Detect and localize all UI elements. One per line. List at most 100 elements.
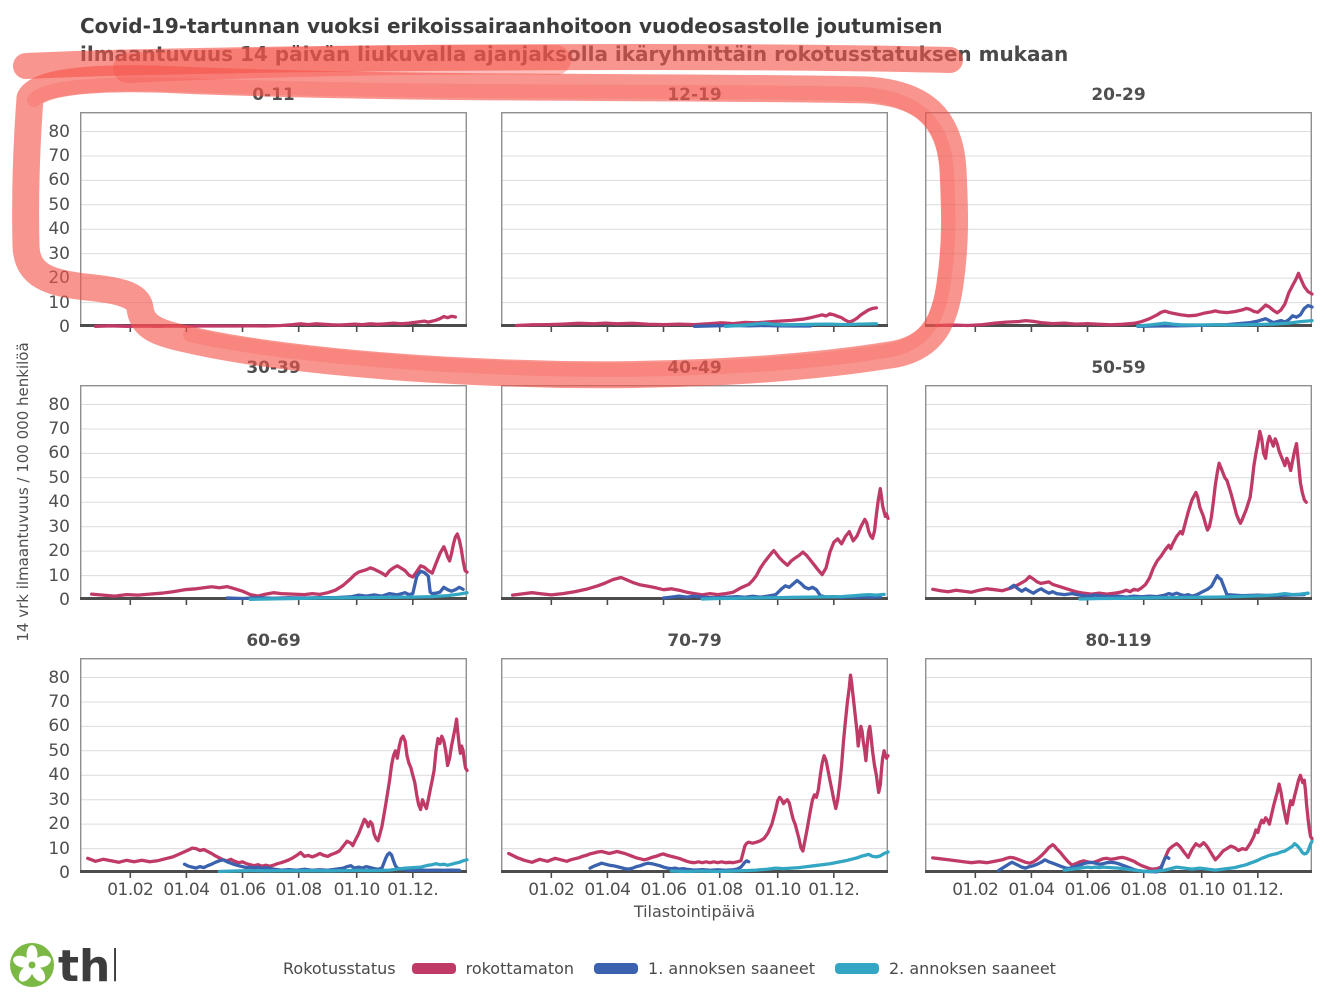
series-rokottamaton (89, 532, 469, 598)
y-tick-label: 60 (48, 443, 70, 464)
series-annos2 (1078, 591, 1310, 601)
legend-label-2: 1. annoksen saaneet (648, 959, 815, 978)
x-tick-label: 01.06 (640, 880, 687, 900)
panel-border (500, 384, 889, 601)
panel-title-0-11: 0-11 (252, 85, 295, 105)
panel-border (924, 111, 1313, 328)
chart-panel-20-29 (924, 111, 1314, 332)
panel-title-60-69: 60-69 (246, 631, 301, 651)
chart-panel-30-39 (79, 384, 469, 605)
y-tick-label: 0 (59, 590, 70, 610)
panel-border (79, 111, 468, 328)
series-rokottamaton (86, 717, 469, 868)
y-tick-label: 50 (48, 740, 70, 761)
series-rokottamaton (93, 314, 458, 328)
page-title-line1: Covid-19-tartunnan vuoksi erikoissairaan… (80, 14, 943, 38)
x-tick-label: 01.04 (163, 880, 210, 900)
series-rokottamaton (934, 271, 1314, 328)
x-tick-label: 01.08 (696, 880, 744, 900)
x-axis-label: Tilastointipäivä (633, 902, 756, 921)
x-tick-label: 01.10 (333, 880, 381, 900)
legend-title: Rokotusstatus (283, 959, 396, 978)
y-tick-label: 60 (48, 170, 70, 191)
chart-panel-50-59 (924, 384, 1313, 605)
x-tick-label: 01.04 (584, 880, 631, 900)
series-annos2 (669, 850, 890, 874)
legend-items: rokottamaton 1. annoksen saaneet 2. annoks… (411, 959, 1056, 978)
y-tick-label: 20 (48, 268, 70, 289)
y-tick-label: 40 (48, 492, 70, 513)
panel-title-20-29: 20-29 (1091, 85, 1146, 105)
legend-item-2: 1. annoksen saaneet (594, 959, 815, 978)
y-tick-label: 10 (48, 838, 70, 859)
x-tick-label: 01.10 (754, 880, 802, 900)
x-tick-label: 01.08 (275, 880, 323, 900)
y-tick-label: 50 (48, 194, 70, 215)
series-rokottamaton (931, 773, 1314, 871)
series-annos2 (1062, 839, 1314, 874)
thl-logo-text: thl (58, 941, 116, 992)
y-tick-label: 70 (48, 145, 70, 166)
panel-title-80-119: 80-119 (1085, 631, 1152, 651)
legend: Rokotusstatus rokottamaton 1. annoksen sa… (283, 959, 1056, 978)
panel-title-30-39: 30-39 (246, 358, 301, 378)
legend-swatch-2 (594, 963, 639, 974)
x-tick-label: 01.12. (387, 880, 439, 900)
y-tick-label: 60 (48, 716, 70, 737)
x-tick-label: 01.06 (219, 880, 266, 900)
y-tick-label: 40 (48, 765, 70, 786)
series-annos2 (1136, 318, 1314, 328)
legend-swatch-1 (411, 963, 456, 974)
series-rokottamaton (931, 429, 1308, 596)
thl-flower-icon (10, 943, 54, 987)
chart-panel-80-119 (924, 657, 1314, 878)
x-tick-label: 01.02 (528, 880, 575, 900)
panel-border (924, 384, 1313, 601)
x-tick-label: 01.02 (107, 880, 154, 900)
y-tick-label: 30 (48, 243, 70, 264)
panel-title-12-19: 12-19 (667, 85, 722, 105)
legend-swatch-3 (835, 963, 879, 974)
series-annos2 (700, 592, 886, 601)
y-tick-label: 0 (59, 317, 70, 337)
thl-logo: thl (10, 941, 116, 992)
y-tick-label: 40 (48, 219, 70, 240)
series-rokottamaton (507, 673, 890, 865)
y-tick-label: 50 (48, 467, 70, 488)
x-tick-label: 01.08 (1120, 880, 1168, 900)
y-tick-label: 80 (48, 121, 70, 142)
chart-panel-70-79 (500, 657, 890, 878)
x-tick-label: 01.10 (1178, 880, 1226, 900)
y-tick-label: 20 (48, 814, 70, 835)
series-annos2 (248, 591, 469, 601)
panel-title-50-59: 50-59 (1091, 358, 1146, 378)
panel-border (79, 384, 468, 601)
series-annos2 (723, 321, 879, 328)
y-tick-label: 0 (59, 863, 70, 883)
legend-label-1: rokottamaton (465, 959, 575, 978)
chart-panel-0-11 (79, 111, 468, 332)
page-title-line2: ilmaantuvuus 14 päivän liukuvalla ajanja… (80, 42, 1069, 66)
y-tick-label: 10 (48, 565, 70, 586)
panel-title-70-79: 70-79 (667, 631, 722, 651)
chart-panel-40-49 (500, 384, 890, 605)
x-tick-label: 01.02 (952, 880, 999, 900)
series-rokottamaton (510, 486, 890, 597)
panel-border (500, 657, 889, 874)
y-tick-label: 30 (48, 789, 70, 810)
series-annos2 (217, 858, 469, 874)
legend-item-1: rokottamaton (411, 959, 575, 978)
legend-item-3: 2. annoksen saaneet (835, 959, 1056, 978)
panel-border (500, 111, 889, 328)
x-tick-label: 01.12. (808, 880, 860, 900)
x-tick-label: 01.04 (1008, 880, 1055, 900)
chart-panel-12-19 (500, 111, 889, 332)
legend-label-3: 2. annoksen saaneet (889, 959, 1056, 978)
y-tick-label: 30 (48, 516, 70, 537)
y-tick-label: 80 (48, 667, 70, 688)
panel-title-40-49: 40-49 (667, 358, 722, 378)
y-tick-label: 20 (48, 541, 70, 562)
y-tick-label: 70 (48, 691, 70, 712)
y-tick-label: 70 (48, 418, 70, 439)
